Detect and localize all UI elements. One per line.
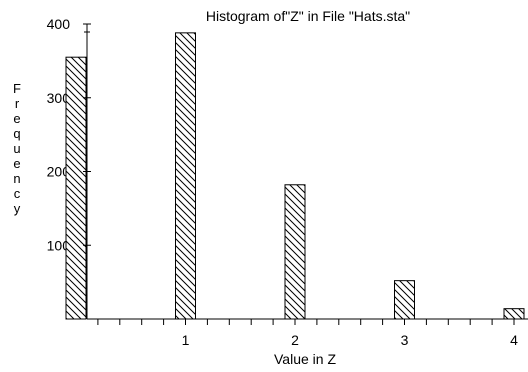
y-axis-title-letter: F [13,81,21,96]
x-axis-title: Value in Z [274,351,336,367]
x-tick-label: 1 [182,332,190,348]
y-axis-title-letter: n [13,171,20,186]
histogram-bar-2 [284,184,306,320]
y-axis-title-letter: y [14,201,21,216]
y-axis-title-letter: q [13,126,20,141]
y-tick-label: 200 [47,164,71,180]
x-tick-label: 4 [510,332,518,348]
x-tick-label: 3 [401,332,409,348]
x-tick-label: 2 [291,332,299,348]
y-tick-label: 300 [47,90,71,106]
y-tick-label: 100 [47,237,71,253]
y-axis-title-letter: e [13,156,20,171]
y-tick-label: 400 [47,16,71,32]
y-axis-title-letter: c [14,186,21,201]
y-axis-title-letter: u [13,141,20,156]
histogram-bar-1 [175,32,196,320]
chart-title: Histogram of"Z" in File "Hats.sta" [206,8,410,24]
y-axis-title-letter: r [15,96,20,111]
histogram-bar-3 [394,280,415,320]
y-axis-title-letter: e [13,111,20,126]
histogram-bar-4 [503,308,525,320]
histogram-bar-0 [65,56,87,320]
